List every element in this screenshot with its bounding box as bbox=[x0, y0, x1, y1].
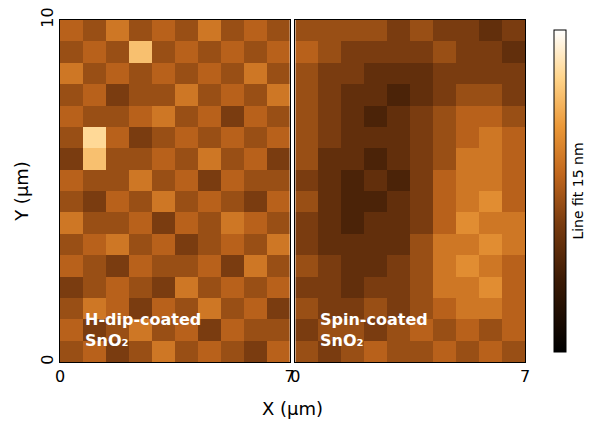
svg-text:X (µm): X (µm) bbox=[262, 398, 323, 419]
svg-text:H-dip-coatedSnO₂: H-dip-coatedSnO₂ bbox=[85, 310, 201, 350]
svg-text:Y (µm): Y (µm) bbox=[11, 161, 32, 222]
svg-text:10: 10 bbox=[38, 7, 57, 27]
svg-text:0: 0 bbox=[290, 367, 300, 386]
svg-text:Spin-coatedSnO₂: Spin-coatedSnO₂ bbox=[320, 310, 428, 350]
svg-text:0: 0 bbox=[55, 367, 65, 386]
svg-text:7: 7 bbox=[520, 367, 530, 386]
svg-text:Line fit 15 nm: Line fit 15 nm bbox=[570, 142, 586, 239]
svg-text:7: 7 bbox=[285, 367, 295, 386]
svg-text:0: 0 bbox=[38, 355, 57, 365]
